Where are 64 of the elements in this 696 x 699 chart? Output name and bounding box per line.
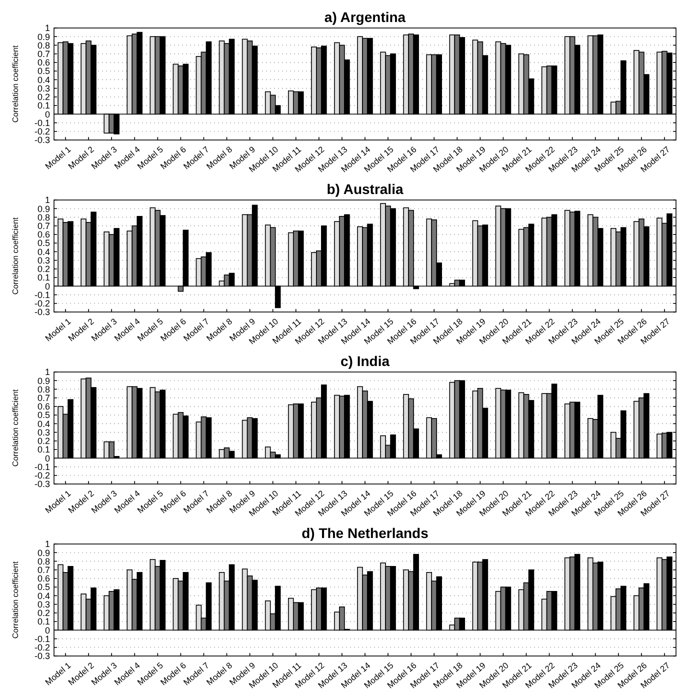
y-tick-label: 0.4: [37, 590, 50, 601]
y-tick-label: 1: [44, 195, 50, 206]
y-axis-title: Correlation coefficient: [11, 560, 20, 639]
y-tick-label: 1: [44, 539, 50, 550]
y-tick-label: 0.4: [37, 74, 50, 85]
chart-title: b) Australia: [326, 181, 404, 197]
y-tick-label: 0.2: [37, 264, 50, 274]
y-tick-label: 1: [44, 23, 50, 34]
y-tick-label: -0.1: [34, 634, 50, 644]
y-tick-label: 0.2: [37, 436, 50, 446]
y-tick-label: 0.8: [37, 212, 50, 222]
y-tick-label: 0.9: [37, 376, 50, 386]
y-tick-label: 0.4: [37, 418, 50, 429]
y-tick-label: 0: [44, 109, 50, 120]
y-axis-title: Correlation coefficient: [11, 44, 20, 123]
y-tick-label: 0.7: [37, 48, 50, 59]
y-tick-label: 0.4: [37, 246, 50, 257]
y-tick-label: 0.8: [37, 556, 50, 566]
y-axis-title: Correlation coefficient: [11, 388, 20, 467]
y-tick-label: 0.9: [37, 32, 50, 42]
y-tick-label: -0.3: [34, 651, 50, 662]
y-tick-label: 0.6: [37, 230, 50, 240]
y-tick-label: 0.8: [37, 40, 50, 50]
y-tick-label: 0.6: [37, 574, 50, 584]
y-tick-label: 0.8: [37, 384, 50, 394]
y-tick-label: 0.7: [37, 564, 50, 575]
y-axis-title: Correlation coefficient: [11, 216, 20, 295]
y-tick-label: 1: [44, 367, 50, 378]
y-tick-label: 0: [44, 281, 50, 292]
y-tick-label: -0.2: [34, 470, 50, 481]
y-tick-label: 0.1: [37, 272, 50, 283]
y-tick-label: 0.6: [37, 402, 50, 412]
y-tick-label: 0.3: [37, 427, 50, 438]
y-tick-label: 0.5: [37, 66, 50, 76]
y-tick-label: -0.3: [34, 307, 50, 318]
y-tick-label: 0.5: [37, 238, 50, 248]
y-tick-label: -0.3: [34, 135, 50, 146]
y-tick-label: 0.3: [37, 255, 50, 266]
y-tick-label: -0.2: [34, 126, 50, 137]
y-tick-label: 0.7: [37, 220, 50, 231]
y-tick-label: -0.3: [34, 479, 50, 490]
y-tick-label: 0.9: [37, 548, 50, 558]
y-tick-label: -0.1: [34, 462, 50, 472]
y-tick-label: -0.2: [34, 298, 50, 309]
y-tick-label: -0.2: [34, 642, 50, 653]
chart-title: d) The Netherlands: [302, 525, 429, 541]
y-tick-label: 0.6: [37, 58, 50, 68]
y-tick-label: 0: [44, 625, 50, 636]
y-tick-label: 0.1: [37, 444, 50, 455]
y-tick-label: 0.5: [37, 582, 50, 592]
y-tick-label: 0: [44, 453, 50, 464]
y-tick-label: 0.1: [37, 616, 50, 627]
y-tick-label: -0.1: [34, 290, 50, 300]
y-tick-label: 0.5: [37, 410, 50, 420]
y-tick-label: 0.2: [37, 608, 50, 618]
chart-title: c) India: [340, 353, 390, 369]
y-tick-label: 0.9: [37, 204, 50, 214]
y-tick-label: 0.7: [37, 392, 50, 403]
y-tick-label: 0.2: [37, 92, 50, 102]
y-tick-label: -0.1: [34, 118, 50, 128]
y-tick-label: 0.3: [37, 599, 50, 610]
y-tick-label: 0.3: [37, 83, 50, 94]
y-tick-label: 0.1: [37, 100, 50, 111]
chart-title: a) Argentina: [324, 9, 406, 25]
